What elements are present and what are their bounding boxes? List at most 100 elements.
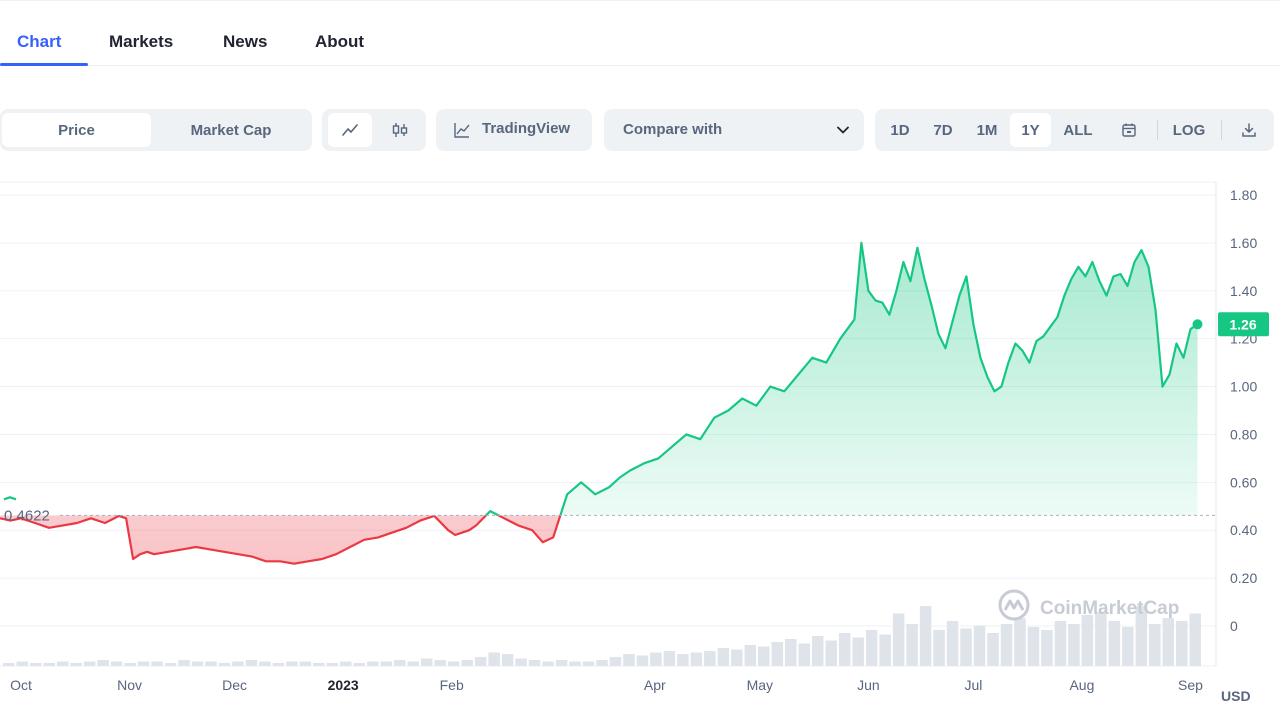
area-below-baseline <box>0 515 561 564</box>
volume-bar <box>245 660 258 666</box>
tab-markets[interactable]: Markets <box>109 32 174 51</box>
y-axis: 1.801.601.401.201.000.800.600.400.200 <box>1230 187 1257 634</box>
volume-bar <box>663 651 676 666</box>
coinmarketcap-logo-icon <box>998 589 1030 621</box>
range-7d-button[interactable]: 7D <box>933 121 953 139</box>
range-all-button[interactable]: ALL <box>1063 121 1093 139</box>
volume-bar <box>987 633 999 666</box>
volume-bar <box>56 661 69 666</box>
volume-bar <box>367 661 379 666</box>
y-tick-label: 1.60 <box>1230 235 1257 251</box>
volume-bar <box>286 661 298 666</box>
volume-bar <box>1054 621 1067 666</box>
volume-bar <box>933 630 945 666</box>
volume-bar <box>232 661 244 666</box>
price-chart[interactable]: CoinMarketCap 0.4622 1.801.601.401.201.0… <box>0 180 1280 710</box>
y-tick-label: 1.40 <box>1230 283 1257 299</box>
download-icon <box>1242 123 1256 137</box>
range-1m-button[interactable]: 1M <box>976 121 998 139</box>
chevron-down-icon <box>837 126 849 134</box>
volume-bar <box>852 637 864 666</box>
volume-bar <box>1122 627 1134 666</box>
download-button[interactable] <box>1231 113 1267 147</box>
volume-bar <box>1027 627 1040 666</box>
current-price-badge <box>1218 312 1269 337</box>
volume-bar <box>380 661 393 666</box>
range-divider <box>1157 120 1158 140</box>
y-tick-label: 1.80 <box>1230 187 1257 203</box>
chart-type-toggle <box>322 109 426 151</box>
baseline-label: 0.4622 <box>4 507 50 524</box>
current-price-dot <box>1192 319 1203 330</box>
volume-bar <box>474 657 487 666</box>
volume-bar <box>137 661 150 666</box>
volume-bar <box>1068 624 1080 666</box>
volume-bar <box>879 634 891 666</box>
y-tick-label: 0.20 <box>1230 570 1257 586</box>
price-button[interactable]: Price <box>2 113 151 147</box>
baseline: 0.4622 <box>4 507 1216 524</box>
volume-bar <box>1095 612 1107 666</box>
tradingview-icon <box>454 123 470 138</box>
volume-bar <box>811 636 824 666</box>
volume-bar <box>124 663 136 666</box>
volume-bar <box>394 660 406 666</box>
volume-bar <box>353 663 366 666</box>
currency-label: USD <box>1221 688 1251 704</box>
watermark-text: CoinMarketCap <box>1040 598 1179 619</box>
tab-bar: Chart Markets News About <box>0 22 1280 66</box>
line-start-stub <box>3 496 17 501</box>
price-area <box>0 242 1198 564</box>
x-tick-label: May <box>747 677 773 693</box>
current-price: 1.26 <box>1192 312 1269 337</box>
range-1d-button[interactable]: 1D <box>890 121 910 139</box>
volume-bar <box>515 658 527 666</box>
calendar-button[interactable] <box>1111 113 1147 147</box>
compare-with-label: Compare with <box>623 121 723 138</box>
volume-bar <box>83 661 96 666</box>
volume-bar <box>218 663 231 666</box>
price-marketcap-toggle: Price Market Cap <box>0 109 312 151</box>
volume-bar <box>960 628 972 666</box>
line-chart-button[interactable] <box>328 113 372 147</box>
tab-news[interactable]: News <box>223 32 268 51</box>
top-border <box>0 0 1280 1</box>
volume-bar <box>555 660 568 666</box>
x-tick-label: Jun <box>857 677 880 693</box>
line-chart-icon <box>342 124 358 136</box>
volume-bar <box>205 661 217 666</box>
volume-bar <box>407 661 419 666</box>
x-tick-label: Feb <box>440 677 464 693</box>
volume-bar <box>582 661 595 666</box>
tradingview-button[interactable]: TradingView <box>436 109 592 151</box>
x-tick-label: 2023 <box>328 677 359 693</box>
volume-bar <box>97 660 109 666</box>
tab-about[interactable]: About <box>315 32 365 51</box>
range-1y-button[interactable]: 1Y <box>1010 113 1051 147</box>
tab-chart[interactable]: Chart <box>17 32 62 51</box>
volume-bar <box>919 606 932 666</box>
volume-bar <box>1041 630 1053 666</box>
volume-bar <box>690 652 703 666</box>
volume-bar <box>596 660 608 666</box>
market-cap-label: Market Cap <box>190 121 272 139</box>
volume-bar <box>973 625 986 666</box>
volume-bar <box>771 642 784 666</box>
compare-with-select[interactable]: Compare with <box>604 109 864 151</box>
candlestick-button[interactable] <box>378 113 422 147</box>
market-cap-button[interactable]: Market Cap <box>155 113 307 147</box>
volume-bar <box>1135 606 1148 666</box>
range-selector: 1D 7D 1M 1Y ALL LOG <box>875 109 1274 151</box>
candlestick-icon <box>392 123 408 137</box>
price-line <box>0 241 1199 565</box>
volume-bar <box>151 661 163 666</box>
volume-bar <box>420 658 433 666</box>
volume-bar <box>650 652 662 666</box>
volume-bar <box>272 663 285 666</box>
volume-bar <box>758 646 770 666</box>
y-tick-label: 0.40 <box>1230 522 1257 538</box>
volume-bar <box>434 660 446 666</box>
volume-bar <box>946 621 959 666</box>
x-tick-label: Sep <box>1178 677 1203 693</box>
log-scale-button[interactable]: LOG <box>1172 121 1206 139</box>
